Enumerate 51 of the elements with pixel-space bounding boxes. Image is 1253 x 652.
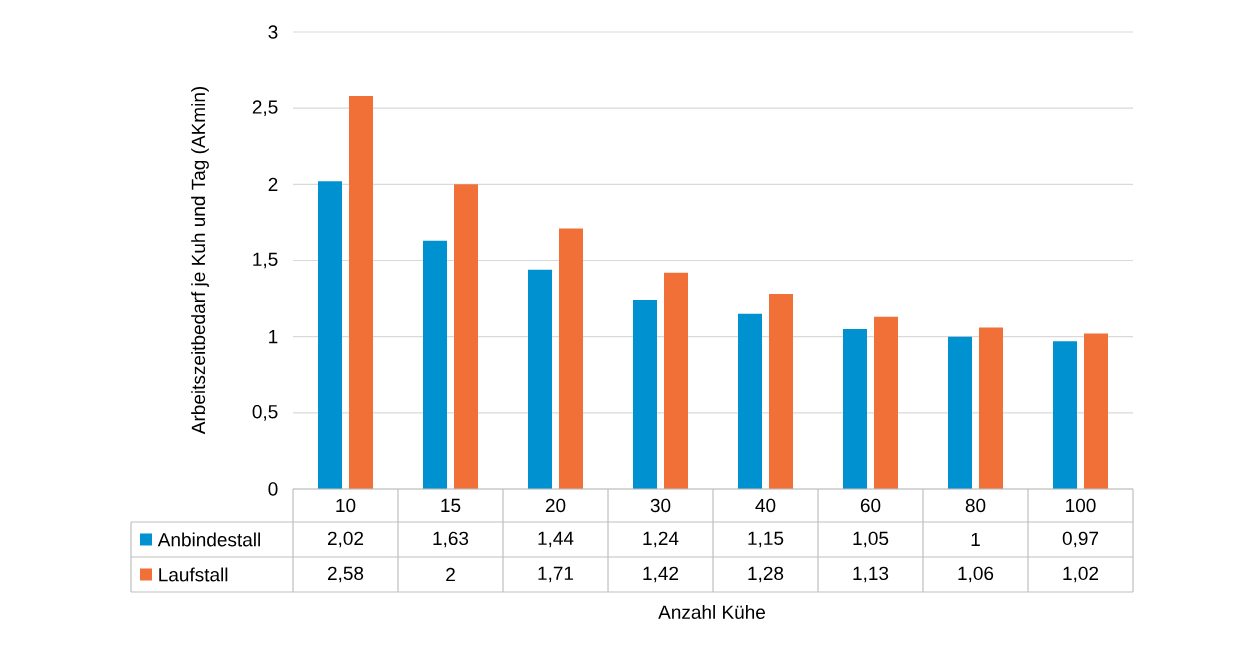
x-tick-label: 10 bbox=[336, 498, 356, 513]
y-axis-title: Arbeitszeitbedarf je Kuh und Tag (AKmin) bbox=[191, 86, 209, 435]
bar bbox=[318, 181, 343, 489]
data-label: 1,06 bbox=[958, 566, 994, 583]
data-label: 1,44 bbox=[538, 531, 574, 548]
legend-label: Laufstall bbox=[159, 567, 228, 582]
data-label: 1,42 bbox=[643, 566, 679, 583]
bar bbox=[738, 313, 762, 489]
bar bbox=[978, 327, 1003, 489]
x-axis-title: Anzahl Kühe bbox=[658, 605, 765, 619]
data-label: 2,02 bbox=[327, 531, 364, 548]
bar bbox=[769, 294, 793, 489]
y-tick-label: 1,5 bbox=[253, 252, 278, 269]
data-label: 1,02 bbox=[1063, 566, 1099, 583]
bar bbox=[633, 300, 657, 489]
x-tick-label: 30 bbox=[650, 498, 671, 513]
x-tick-label: 20 bbox=[545, 498, 566, 513]
bar bbox=[349, 95, 374, 489]
bar bbox=[454, 184, 479, 489]
x-tick-label: 40 bbox=[755, 498, 776, 513]
data-label: 1 bbox=[971, 532, 980, 547]
bar bbox=[528, 269, 552, 489]
y-tick-label: 0 bbox=[268, 482, 278, 496]
data-label: 1,15 bbox=[748, 531, 784, 548]
bar bbox=[664, 272, 688, 489]
x-tick-label: 80 bbox=[965, 498, 986, 513]
data-label: 1,05 bbox=[853, 531, 889, 548]
bar bbox=[1083, 333, 1108, 489]
data-label: 1,71 bbox=[538, 566, 574, 583]
y-tick-label: 0,5 bbox=[252, 404, 278, 421]
y-tick-label: 2,5 bbox=[252, 100, 278, 117]
x-tick-label: 60 bbox=[860, 498, 881, 513]
x-tick-label: 15 bbox=[441, 498, 461, 513]
y-tick-label: 2 bbox=[268, 177, 278, 191]
bar bbox=[843, 329, 867, 489]
bar bbox=[948, 336, 972, 489]
bar bbox=[423, 240, 448, 489]
data-label: 0,97 bbox=[1062, 531, 1099, 548]
data-label: 1,24 bbox=[643, 531, 679, 548]
bar bbox=[1053, 341, 1077, 489]
data-label: 2,58 bbox=[327, 566, 364, 583]
bar bbox=[873, 316, 898, 489]
x-tick-label: 100 bbox=[1066, 498, 1096, 513]
legend-label: Anbindestall bbox=[157, 532, 260, 547]
data-label: 2 bbox=[446, 567, 455, 582]
data-label: 1,13 bbox=[853, 566, 889, 583]
y-tick-label: 3 bbox=[268, 25, 278, 39]
data-label: 1,28 bbox=[748, 566, 784, 583]
y-tick-label: 1 bbox=[269, 330, 278, 344]
data-label: 1,63 bbox=[433, 531, 469, 548]
bar bbox=[559, 228, 584, 489]
